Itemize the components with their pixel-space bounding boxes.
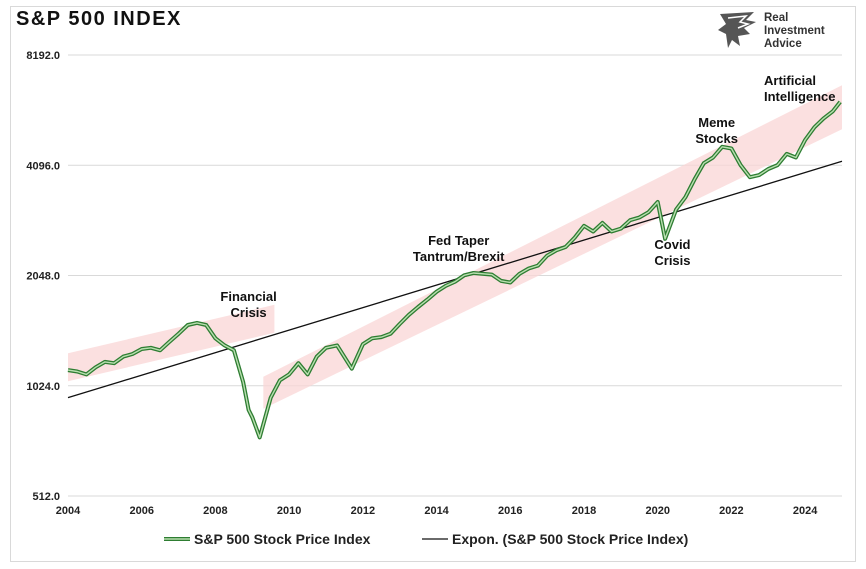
annotation-label: Financial [220,289,276,304]
x-tick-label: 2022 [719,505,743,517]
price-line-inner [67,101,841,439]
legend-item-price: S&P 500 Stock Price Index [164,528,370,550]
chart-title: S&P 500 INDEX [16,8,182,30]
x-tick-label: 2012 [351,505,375,517]
chart-frame [10,6,856,562]
y-tick-label: 4096.0 [26,160,60,172]
legend-item-trend: Expon. (S&P 500 Stock Price Index) [422,528,688,550]
x-tick-label: 2014 [424,505,449,517]
annotation-label: Artificial [764,73,816,88]
chart-plot: 8192.0 4096.0 2048.0 1024.0 512.0 2004 2006 200… [26,50,843,517]
y-tick-label: 512.0 [32,491,60,503]
annotation-label: Covid [654,237,690,252]
legend-label-trend: Expon. (S&P 500 Stock Price Index) [452,531,689,547]
x-tick-label: 2020 [645,505,669,517]
x-tick-label: 2006 [129,505,153,517]
annotation-label: Fed Taper [428,233,489,248]
y-tick-label: 8192.0 [26,50,60,62]
trend-band-pre-crisis [68,304,275,382]
x-tick-label: 2008 [203,505,227,517]
x-tick-label: 2016 [498,505,522,517]
y-tick-label: 1024.0 [26,381,60,393]
x-tick-label: 2004 [56,505,81,517]
legend-swatch-price [164,537,190,541]
trend-band-post-crisis [263,85,842,409]
legend-label-price: S&P 500 Stock Price Index [194,531,371,547]
annotation-label: Crisis [231,305,267,320]
eagle-logo-icon [718,12,756,48]
annotation-label: Crisis [654,253,690,268]
annotation-label: Stocks [695,131,738,146]
x-tick-label: 2024 [793,505,818,517]
annotation-label: Intelligence [764,89,836,104]
legend: S&P 500 Stock Price Index Expon. (S&P 50… [160,528,720,550]
brand-logo: Real Investment Advice [716,10,836,50]
annotation-label: Meme [698,115,735,130]
annotation-label: Tantrum/Brexit [413,249,505,264]
x-tick-label: 2010 [277,505,301,517]
y-tick-label: 2048.0 [26,271,60,283]
logo-text-line2: Investment [764,25,825,37]
logo-text-line3: Advice [764,38,802,50]
logo-text-line1: Real [764,12,789,24]
legend-swatch-trend [422,538,448,540]
x-tick-label: 2018 [572,505,596,517]
